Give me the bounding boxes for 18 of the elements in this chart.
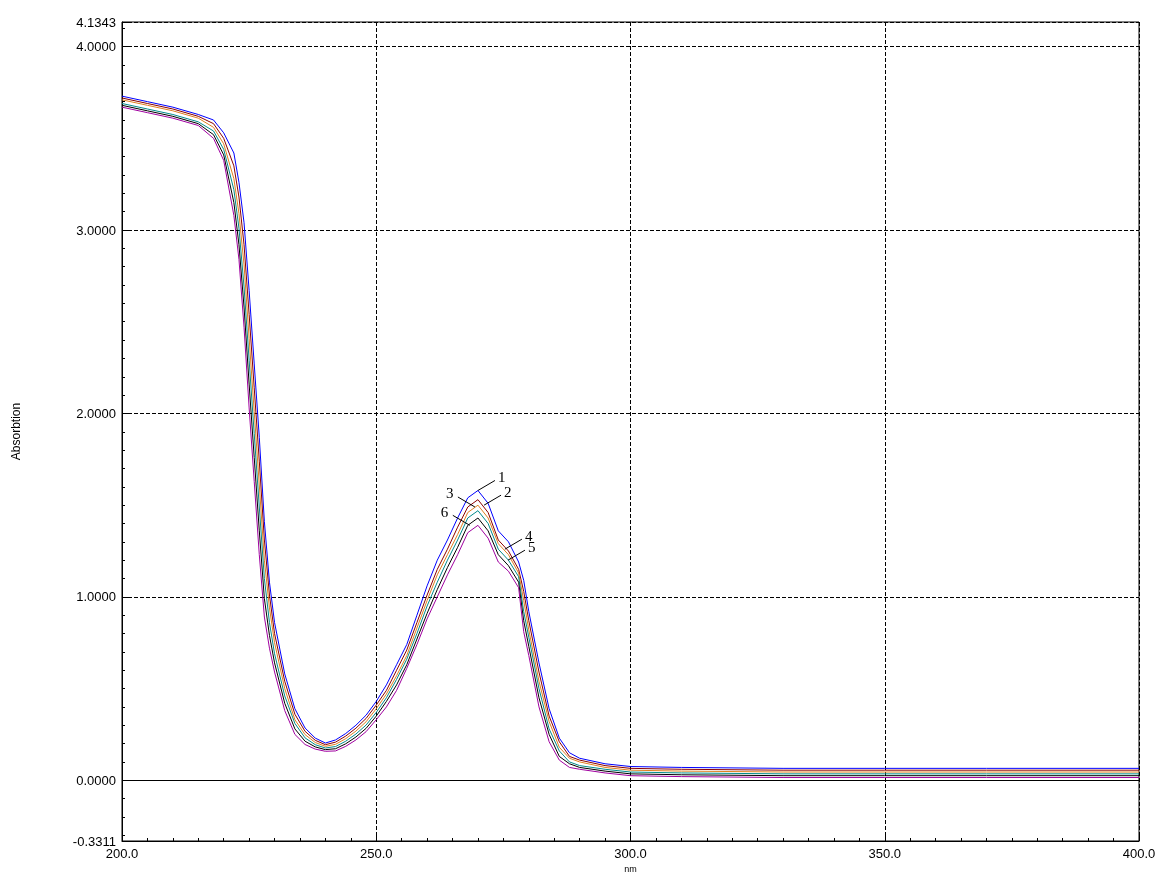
y-tick-label: -0.3311 bbox=[72, 833, 116, 849]
x-tick-label: 300.0 bbox=[614, 846, 647, 861]
annotation: 2 bbox=[504, 483, 512, 500]
y-axis-title: Absorbtion bbox=[9, 402, 23, 461]
annotation: 6 bbox=[440, 503, 449, 520]
y-tick-label: 1.0000 bbox=[76, 589, 116, 605]
y-tick-label: 4.1343 bbox=[76, 14, 116, 30]
annotation: 1 bbox=[497, 468, 506, 485]
x-tick-label: 250.0 bbox=[359, 846, 393, 861]
x-tick-label: 200.0 bbox=[105, 846, 139, 861]
x-tick-label: 350.0 bbox=[868, 846, 902, 861]
y-tick-label: 0.0000 bbox=[76, 772, 116, 788]
y-tick-label: 3.0000 bbox=[76, 222, 116, 238]
y-tick-label: 4.0000 bbox=[76, 39, 116, 55]
annotation: 3 bbox=[445, 485, 454, 502]
x-axis-title: nm bbox=[624, 864, 637, 875]
x-tick-label: 400.0 bbox=[1122, 846, 1156, 861]
y-tick-label: 2.0000 bbox=[76, 405, 116, 421]
